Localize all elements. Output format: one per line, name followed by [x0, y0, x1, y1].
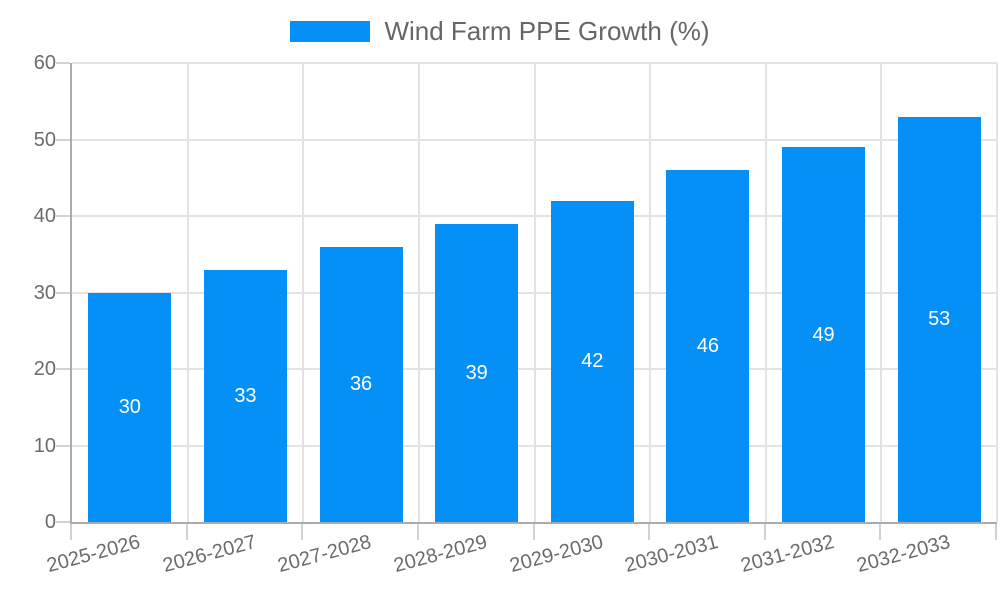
x-tick-label: 2030-2031: [622, 530, 721, 577]
x-tick-mark: [879, 524, 882, 540]
y-tick-label: 0: [44, 511, 56, 533]
y-tick-mark: [56, 291, 70, 294]
bar-2032-2033[interactable]: 53: [897, 116, 981, 522]
x-tick-label: 2026-2027: [160, 530, 259, 577]
bar-2025-2026[interactable]: 30: [88, 292, 172, 522]
bar-2031-2032[interactable]: 49: [782, 147, 866, 522]
x-tick-mark: [416, 524, 419, 540]
y-tick-label: 20: [33, 358, 56, 380]
bar-value-label: 30: [118, 396, 141, 419]
bar-value-label: 33: [234, 384, 257, 407]
bar-2029-2030[interactable]: 42: [550, 200, 634, 522]
legend-label: Wind Farm PPE Growth (%): [384, 16, 710, 46]
y-tick-mark: [56, 521, 70, 523]
x-tick-label: 2025-2026: [44, 530, 143, 577]
gridline-vertical: [533, 63, 536, 522]
x-tick-label: 2032-2033: [854, 530, 953, 577]
bar-value-label: 53: [928, 308, 951, 331]
gridline-vertical: [880, 63, 883, 522]
bar-value-label: 42: [581, 350, 604, 373]
bar-value-label: 39: [465, 361, 488, 384]
bar-value-label: 49: [812, 323, 835, 346]
legend-swatch: [290, 20, 371, 42]
legend: Wind Farm PPE Growth (%): [0, 16, 1000, 46]
gridline-vertical: [764, 63, 767, 522]
x-tick-mark: [70, 524, 72, 540]
y-tick-label: 50: [33, 128, 56, 151]
y-tick-label: 40: [33, 205, 56, 227]
gridline-vertical: [302, 63, 305, 522]
gridline-vertical: [649, 63, 652, 522]
x-tick-label: 2029-2030: [507, 530, 606, 577]
y-tick-label: 10: [33, 434, 56, 457]
x-tick-label: 2031-2032: [738, 530, 837, 577]
bar-2026-2027[interactable]: 33: [203, 269, 287, 522]
legend-item[interactable]: Wind Farm PPE Growth (%): [290, 16, 710, 46]
gridline-vertical: [996, 63, 998, 522]
x-tick-mark: [995, 524, 997, 540]
x-tick-mark: [185, 524, 188, 540]
y-tick-label: 60: [33, 52, 56, 74]
x-tick-mark: [532, 524, 535, 540]
y-tick-mark: [56, 444, 70, 447]
y-tick-mark: [56, 138, 70, 141]
gridline-vertical: [417, 63, 420, 522]
gridline-vertical: [186, 63, 189, 522]
x-tick-mark: [301, 524, 304, 540]
y-tick-mark: [56, 215, 70, 217]
plot-area: 30 33 36 39 42 46 49 53: [70, 62, 998, 524]
y-tick-mark: [56, 62, 70, 64]
y-tick-label: 30: [33, 281, 56, 304]
x-tick-mark: [648, 524, 651, 540]
bar-value-label: 36: [349, 373, 373, 396]
y-tick-mark: [56, 368, 70, 370]
bar-2027-2028[interactable]: 36: [319, 246, 403, 522]
bar-2030-2031[interactable]: 46: [666, 170, 750, 522]
x-tick-label: 2028-2029: [391, 530, 490, 577]
bar-2028-2029[interactable]: 39: [435, 223, 519, 522]
bar-value-label: 46: [696, 335, 720, 358]
x-tick-label: 2027-2028: [275, 530, 375, 577]
x-tick-mark: [763, 524, 766, 540]
